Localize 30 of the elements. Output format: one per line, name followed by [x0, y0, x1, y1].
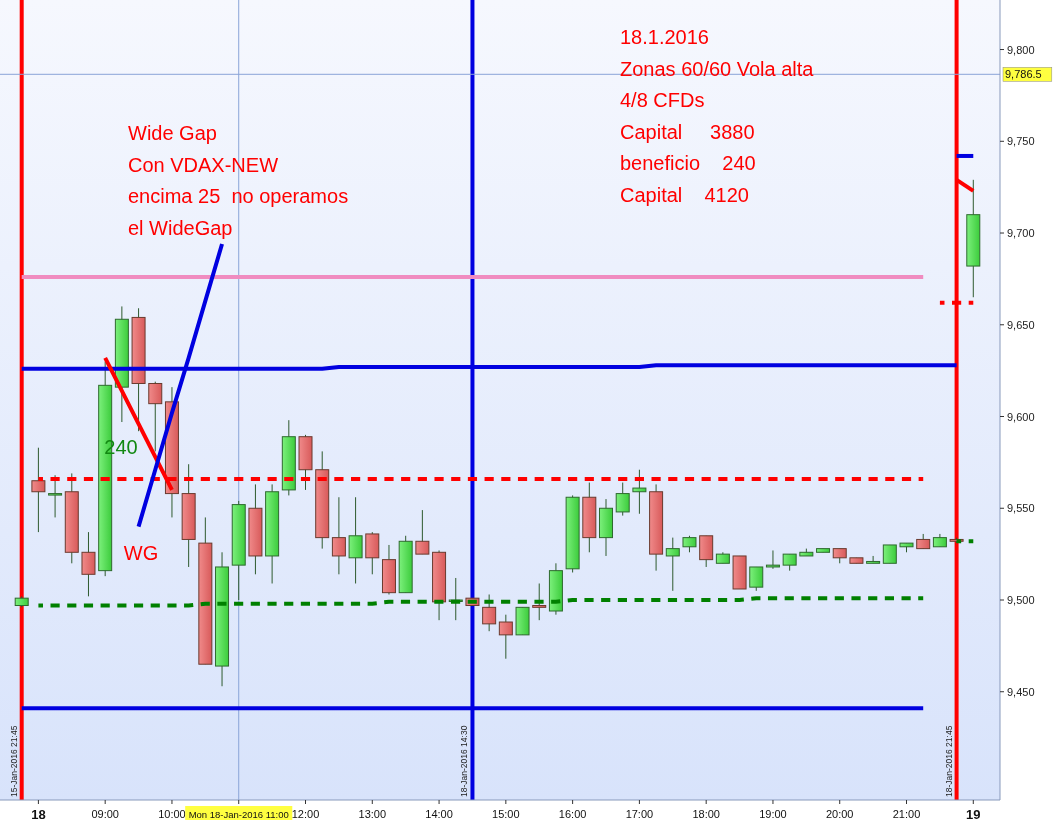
- x-tick-label: 19:00: [759, 808, 787, 820]
- y-tick-label: 9,550: [1007, 502, 1035, 515]
- annotation: 18.1.2016 Zonas 60/60 Vola alta 4/8 CFDs Capital 3880 beneficio 240 Capital 4120: [620, 26, 815, 206]
- y-tick-label: 9,700: [1007, 227, 1035, 240]
- y-tick-label: 9,800: [1007, 43, 1035, 56]
- x-tick-label: 13:00: [358, 808, 387, 820]
- y-tick-label: 9,650: [1007, 318, 1035, 331]
- x-tick-label: 17:00: [625, 808, 654, 820]
- x-tick-label: 20:00: [825, 808, 854, 820]
- annotation: Wide Gap Con VDAX-NEW encima 25 no operamos el WideGap: [128, 122, 349, 239]
- x-tick-label: 18:00: [692, 808, 720, 820]
- x-tick-label: 14:00: [425, 808, 453, 820]
- x-tick-label: 16:00: [558, 808, 587, 820]
- y-tick-label: 9,450: [1007, 685, 1035, 698]
- ref-line-label: 9,786.5: [1005, 68, 1042, 81]
- x-tick-label: 10:00: [158, 808, 186, 820]
- y-tick-label: 9,600: [1007, 410, 1035, 423]
- x-tick-label: 09:00: [91, 808, 119, 820]
- x-tick-label: Mon 18-Jan-2016 11:00: [188, 808, 289, 820]
- annotation: WG: [123, 542, 159, 564]
- y-tick-label: 9,750: [1007, 135, 1035, 148]
- x-tick-label: 15-Jan-2016 21:45: [8, 725, 19, 797]
- x-tick-label: 21:00: [892, 808, 921, 820]
- x-tick-label: 18: [31, 806, 46, 822]
- x-tick-label: 12:00: [291, 808, 320, 820]
- x-tick-label: 19: [966, 806, 981, 822]
- x-tick-label: 15:00: [492, 808, 520, 820]
- x-tick-label: 18-Jan-2016 21:45: [943, 725, 954, 797]
- x-tick-label: 18-Jan-2016 14:30: [459, 725, 470, 797]
- y-tick-label: 9,500: [1007, 594, 1035, 606]
